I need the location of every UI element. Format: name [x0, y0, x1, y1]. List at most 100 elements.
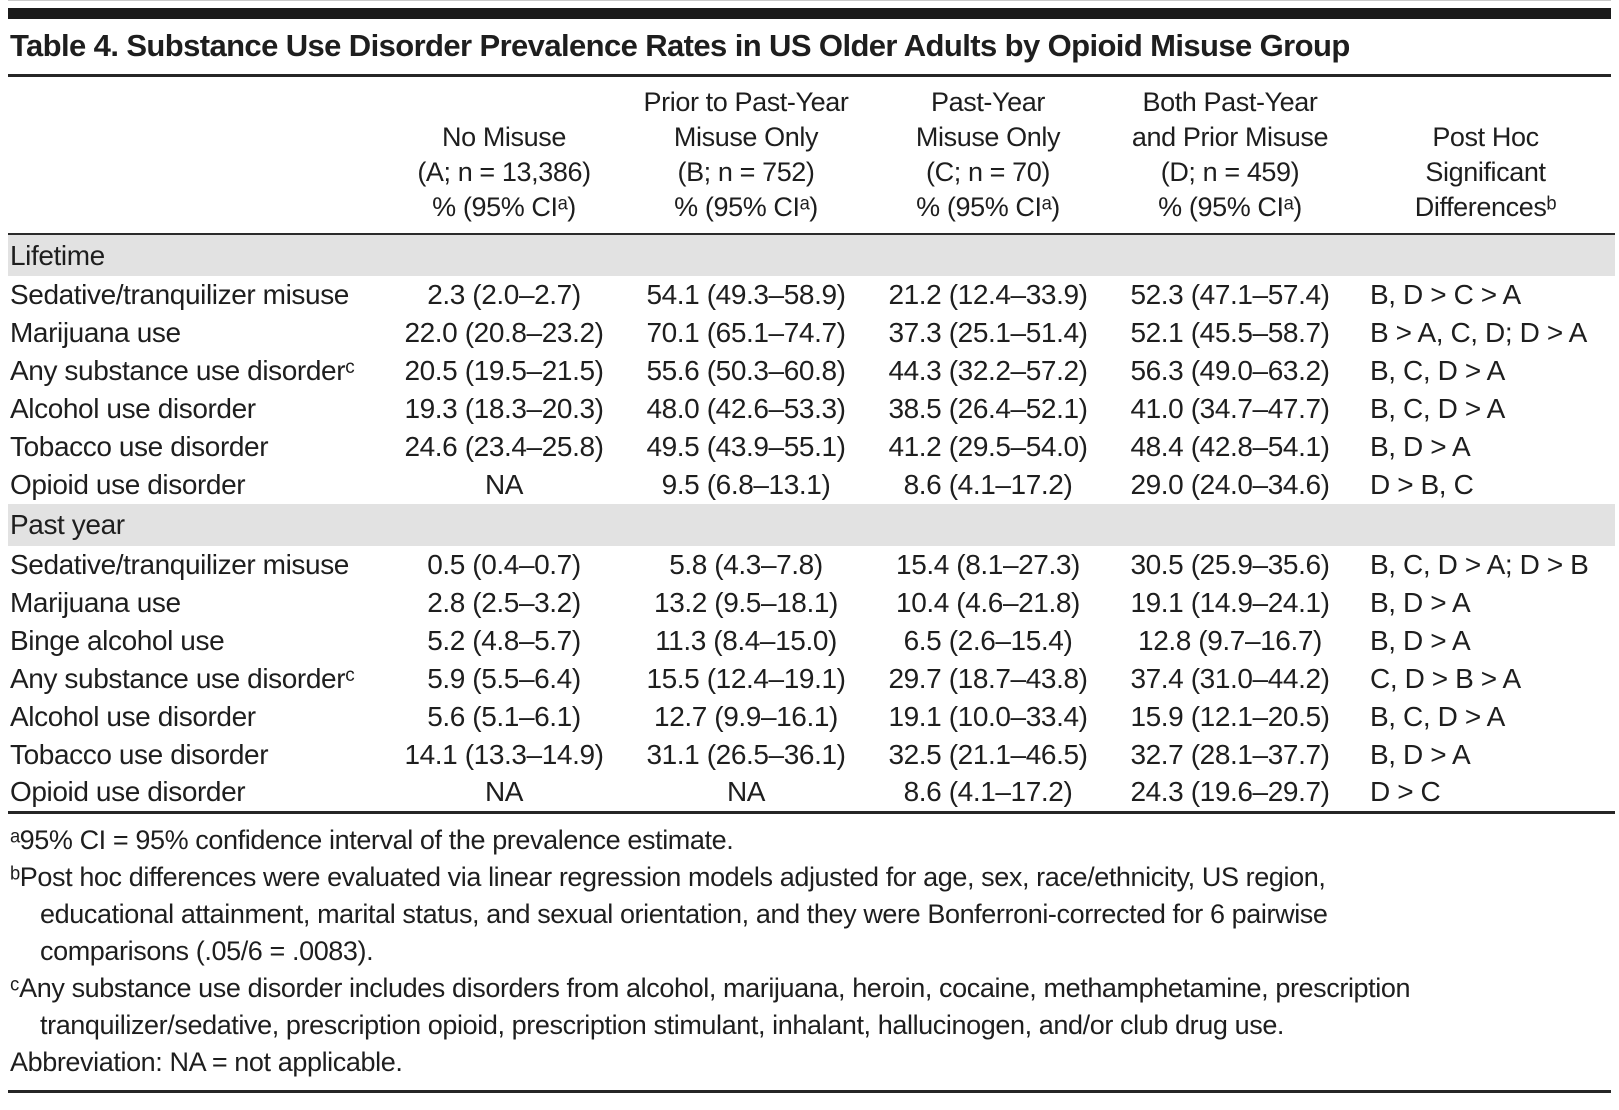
footnote-line: educational attainment, marital status, …	[40, 898, 1328, 929]
value-cell: 31.1 (26.5–36.1)	[646, 739, 846, 770]
table-row: Any substance use disorderᶜ 20.5 (19.5–21…	[8, 352, 1615, 390]
value-cell: 52.1 (45.5–58.7)	[1130, 317, 1330, 348]
post-hoc-cell: D > C	[1370, 776, 1441, 808]
value-cell: 29.0 (24.0–34.6)	[1130, 469, 1330, 500]
post-hoc-cell: B, C, D > A; D > B	[1370, 549, 1589, 580]
column-header-line: % (95% CIᵃ)	[1158, 192, 1302, 222]
row-label: Binge alcohol use	[10, 625, 225, 656]
value-cell: 48.0 (42.6–53.3)	[646, 393, 846, 424]
table-body: Lifetime Sedative/tranquilizer misuse 2.3 …	[8, 234, 1615, 812]
value-cell: 5.2 (4.8–5.7)	[427, 625, 581, 656]
column-header-line: Differencesᵇ	[1414, 192, 1557, 222]
column-header-line: No Misuse	[442, 122, 566, 152]
post-hoc-cell: B, C, D > A	[1370, 701, 1505, 732]
value-cell: 55.6 (50.3–60.8)	[646, 355, 846, 386]
table-row: Marijuana use 22.0 (20.8–23.2) 70.1 (65.1–…	[8, 314, 1615, 352]
table-row: Marijuana use 2.8 (2.5–3.2) 13.2 (9.5–18.1…	[8, 584, 1615, 622]
row-label: Any substance use disorderᶜ	[10, 663, 355, 694]
value-cell: NA	[484, 469, 524, 500]
column-header-line: % (95% CIᵃ)	[674, 192, 818, 222]
section-header-row: Lifetime	[8, 234, 1615, 276]
table-row: Alcohol use disorder 19.3 (18.3–20.3) 48.0…	[8, 390, 1615, 428]
footnote-line: ᵇPost hoc differences were evaluated via…	[10, 861, 1326, 892]
column-header-line: and Prior Misuse	[1131, 122, 1329, 152]
value-cell: 19.1 (14.9–24.1)	[1130, 587, 1330, 618]
column-header-line: Prior to Past-Year	[643, 87, 849, 117]
row-label: Tobacco use disorder	[10, 431, 269, 462]
post-hoc-cell: B, D > A	[1370, 587, 1471, 618]
row-label: Alcohol use disorder	[10, 393, 256, 424]
value-cell: 70.1 (65.1–74.7)	[646, 317, 846, 348]
value-cell: 41.0 (34.7–47.7)	[1130, 393, 1330, 424]
row-label: Sedative/tranquilizer misuse	[10, 279, 349, 310]
post-hoc-cell: C, D > B > A	[1370, 663, 1521, 694]
value-cell: 9.5 (6.8–13.1)	[661, 469, 831, 500]
footnote-line: ᵃ95% CI = 95% confidence interval of the…	[10, 824, 734, 855]
value-cell: 37.3 (25.1–51.4)	[888, 317, 1088, 348]
table-title: Table 4. Substance Use Disorder Prevalen…	[10, 28, 1350, 63]
value-cell: 32.7 (28.1–37.7)	[1130, 739, 1330, 770]
value-cell: 22.0 (20.8–23.2)	[404, 317, 604, 348]
header-row: No Misuse (A; n = 13,386)% (95% CIᵃ) Prior…	[8, 77, 1615, 235]
column-header-line: (B; n = 752)	[677, 157, 815, 187]
value-cell: 41.2 (29.5–54.0)	[888, 431, 1088, 462]
title-rule	[8, 74, 1611, 77]
column-header-line: Misuse Only	[673, 122, 819, 152]
column-header-line: Post Hoc	[1432, 122, 1539, 152]
column-header-line: Past-Year	[931, 87, 1045, 117]
post-hoc-cell: B, D > C > A	[1370, 279, 1521, 310]
value-cell: 15.9 (12.1–20.5)	[1130, 701, 1330, 732]
post-hoc-cell: B, D > A	[1370, 739, 1471, 770]
value-cell: 54.1 (49.3–58.9)	[646, 279, 846, 310]
value-cell: 2.3 (2.0–2.7)	[427, 279, 581, 310]
value-cell: 11.3 (8.4–15.0)	[655, 625, 837, 656]
table-row: Sedative/tranquilizer misuse 2.3 (2.0–2.7…	[8, 276, 1615, 314]
value-cell: 13.2 (9.5–18.1)	[654, 587, 838, 618]
value-cell: 5.9 (5.5–6.4)	[427, 663, 581, 694]
value-cell: 21.2 (12.4–33.9)	[888, 279, 1088, 310]
row-label: Opioid use disorder	[10, 776, 246, 808]
value-cell: 14.1 (13.3–14.9)	[404, 739, 604, 770]
top-hairline	[8, 0, 1611, 1]
footnote-line: comparisons (.05/6 = .0083).	[40, 935, 374, 966]
row-label: Tobacco use disorder	[10, 739, 269, 770]
table-row: Tobacco use disorder 14.1 (13.3–14.9) 31.1…	[8, 736, 1615, 774]
value-cell: 24.3 (19.6–29.7)	[1130, 776, 1330, 808]
row-label: Sedative/tranquilizer misuse	[10, 549, 349, 580]
post-hoc-cell: D > B, C	[1370, 469, 1474, 500]
column-header-line: Misuse Only	[915, 122, 1061, 152]
value-cell: 49.5 (43.9–55.1)	[646, 431, 846, 462]
section-header-row: Past year	[8, 504, 1615, 546]
row-label: Alcohol use disorder	[10, 701, 256, 732]
value-cell: NA	[484, 776, 524, 808]
value-cell: 52.3 (47.1–57.4)	[1130, 279, 1330, 310]
value-cell: 12.8 (9.7–16.7)	[1138, 625, 1322, 656]
section-label: Lifetime	[8, 234, 1615, 276]
post-hoc-cell: B, C, D > A	[1370, 355, 1505, 386]
column-header-2: Prior to Past-Year Misuse Only (B; n = 752…	[620, 77, 872, 235]
value-cell: 6.5 (2.6–15.4)	[903, 625, 1073, 656]
column-header-line: (C; n = 70)	[926, 157, 1050, 187]
value-cell: 15.4 (8.1–27.3)	[896, 549, 1080, 580]
footnote-line: Abbreviation: NA = not applicable.	[10, 1046, 403, 1077]
column-header-line: % (95% CIᵃ)	[432, 192, 576, 222]
value-cell: 19.1 (10.0–33.4)	[888, 701, 1088, 732]
prevalence-table: No Misuse (A; n = 13,386)% (95% CIᵃ) Prior…	[8, 77, 1615, 814]
table-row: Any substance use disorderᶜ 5.9 (5.5–6.4)…	[8, 660, 1615, 698]
value-cell: 10.4 (4.6–21.8)	[896, 587, 1080, 618]
value-cell: 2.8 (2.5–3.2)	[427, 587, 581, 618]
footnote-line: tranquilizer/sedative, prescription opio…	[40, 1009, 1285, 1040]
value-cell: 48.4 (42.8–54.1)	[1130, 431, 1330, 462]
column-header-4: Both Past-Year and Prior Misuse (D; n = 45…	[1104, 77, 1356, 235]
value-cell: NA	[726, 776, 766, 808]
section-label: Past year	[8, 504, 1615, 546]
footnotes-block: ᵃ95% CI = 95% confidence interval of the…	[8, 814, 1611, 1090]
column-header-line: Both Past-Year	[1142, 87, 1318, 117]
column-header-line: Significant	[1425, 157, 1546, 187]
value-cell: 38.5 (26.4–52.1)	[888, 393, 1088, 424]
row-label: Marijuana use	[10, 317, 181, 348]
column-header-line: % (95% CIᵃ)	[916, 192, 1060, 222]
value-cell: 19.3 (18.3–20.3)	[404, 393, 604, 424]
value-cell: 8.6 (4.1–17.2)	[903, 469, 1073, 500]
